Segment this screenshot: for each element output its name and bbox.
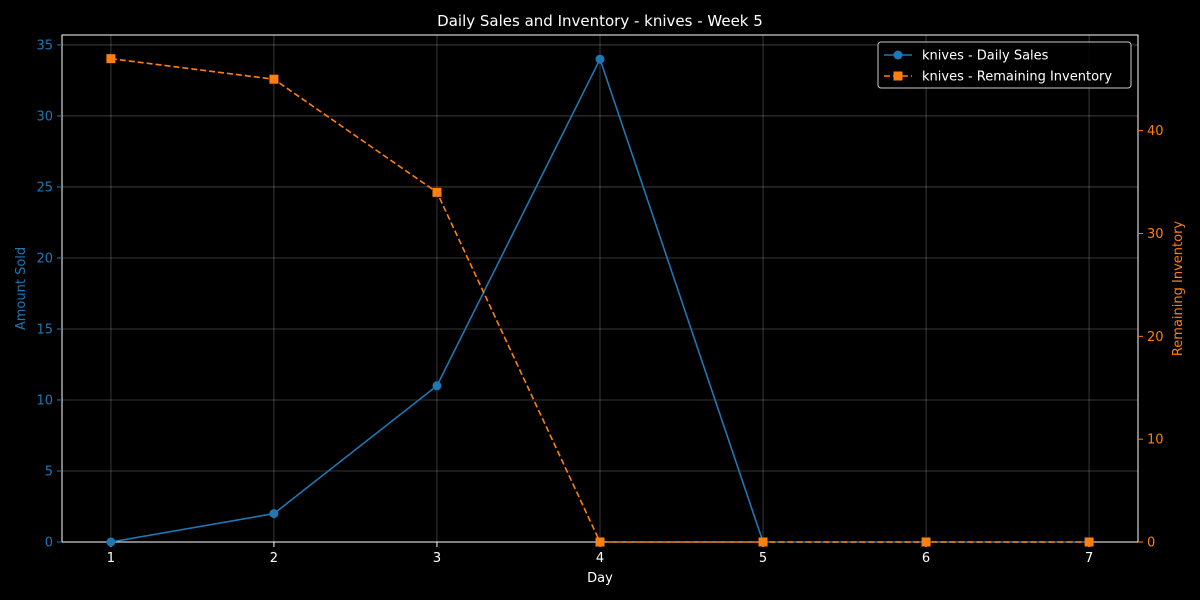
y-right-axis-label: Remaining Inventory (1171, 221, 1186, 357)
x-tick-label: 6 (922, 551, 930, 566)
x-axis-label: Day (587, 571, 613, 586)
y-left-axis-label: Amount Sold (14, 247, 29, 330)
y-right-tick-label: 10 (1147, 433, 1164, 448)
legend-marker-square (893, 71, 903, 81)
data-point-sales (269, 509, 279, 519)
data-point-sales (595, 54, 605, 64)
y-right-tick-label: 20 (1147, 330, 1164, 345)
legend: knives - Daily Sales knives - Remaining I… (877, 41, 1132, 89)
x-tick-label: 1 (107, 551, 115, 566)
data-point-inventory (921, 537, 931, 547)
y-left-tick-label: 5 (45, 464, 53, 479)
x-tick-label: 4 (596, 551, 604, 566)
legend-marker-circle (893, 50, 903, 60)
data-point-sales (432, 381, 442, 391)
data-point-inventory (432, 187, 442, 197)
y-left-tick-label: 0 (45, 536, 53, 551)
x-tick-label: 2 (270, 551, 278, 566)
legend-label-2: knives - Remaining Inventory (922, 70, 1112, 85)
y-left-tick-label: 15 (36, 322, 53, 337)
data-point-inventory (758, 537, 768, 547)
data-point-inventory (595, 537, 605, 547)
x-tick-label: 3 (433, 551, 441, 566)
data-point-inventory (106, 54, 116, 64)
x-tick-label: 5 (759, 551, 767, 566)
y-left-tick-label: 25 (36, 180, 53, 195)
y-left-tick-label: 20 (36, 251, 53, 266)
y-right-tick-label: 40 (1147, 124, 1164, 139)
chart-title: Daily Sales and Inventory - knives - Wee… (437, 12, 763, 30)
data-point-sales (106, 537, 116, 547)
y-left-tick-label: 30 (36, 109, 53, 124)
y-left-tick-label: 35 (36, 38, 53, 53)
y-right-tick-label: 30 (1147, 227, 1164, 242)
grid-layer (62, 35, 1138, 543)
series-layer (106, 54, 1094, 547)
data-point-inventory (1084, 537, 1094, 547)
data-point-inventory (269, 74, 279, 84)
y-right-tick-label: 0 (1147, 536, 1155, 551)
legend-box (877, 41, 1132, 89)
legend-label-1: knives - Daily Sales (922, 49, 1049, 64)
y-left-tick-label: 10 (36, 393, 53, 408)
x-tick-label: 7 (1085, 551, 1093, 566)
